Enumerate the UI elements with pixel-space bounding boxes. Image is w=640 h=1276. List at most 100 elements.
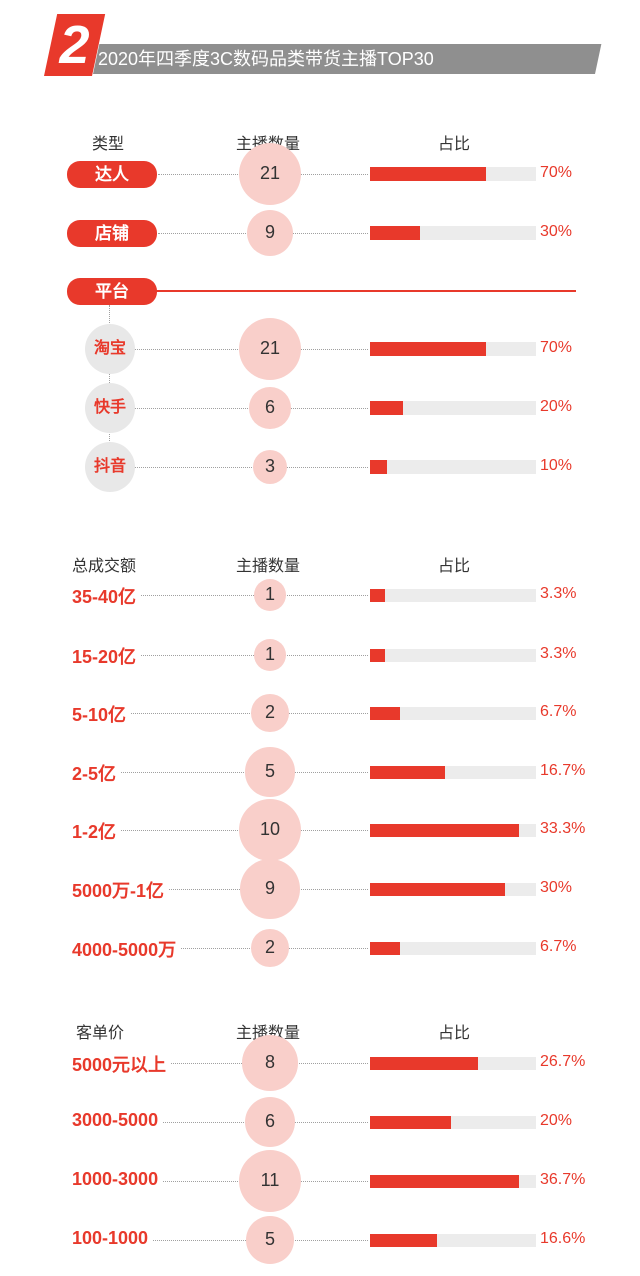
bar-track <box>370 1233 536 1247</box>
count-value: 8 <box>264 1052 275 1072</box>
percent-label: 70% <box>540 339 573 356</box>
count-circle <box>246 1216 294 1264</box>
bar-track <box>370 226 536 240</box>
leader-dots <box>74 713 368 714</box>
platform-divider-line <box>150 290 576 292</box>
percent-label: 16.7% <box>540 762 586 779</box>
gmv-label: 5000万-1亿 <box>72 877 169 903</box>
leader-dots <box>74 889 368 890</box>
price-label: 1000-3000 <box>72 1169 163 1190</box>
bar <box>370 401 404 415</box>
column-header-category: 客单价 <box>76 1025 125 1042</box>
percent-label: 70% <box>540 164 573 181</box>
count-value: 3 <box>264 456 275 476</box>
column-header-share: 占比 <box>438 136 471 153</box>
leader-dots <box>74 655 368 656</box>
bar <box>370 1056 479 1070</box>
bar <box>370 1174 519 1188</box>
percent-label: 10% <box>540 457 573 474</box>
bar <box>370 882 505 896</box>
bar-track <box>370 1174 536 1188</box>
percent-label: 3.3% <box>540 645 577 662</box>
platform-circle: 淘宝 <box>85 324 135 374</box>
count-circle <box>246 209 294 257</box>
gmv-label: 15-20亿 <box>72 643 141 669</box>
bar-track <box>370 706 536 720</box>
percent-label: 33.3% <box>540 820 586 837</box>
count-value: 6 <box>264 1111 275 1131</box>
bar-track <box>370 765 536 779</box>
column-header-share: 占比 <box>438 558 471 575</box>
column-header-category: 类型 <box>92 136 125 153</box>
count-value: 21 <box>259 338 281 358</box>
type-pill: 达人 <box>67 161 157 188</box>
price-label: 3000-5000 <box>72 1110 163 1131</box>
platform-circle: 抖音 <box>85 442 135 492</box>
percent-label: 20% <box>540 398 573 415</box>
count-circle <box>251 929 289 967</box>
section-number-badge: 2 <box>44 14 106 76</box>
leader-dots <box>74 772 368 773</box>
bar-track <box>370 1056 536 1070</box>
gmv-label: 5-10亿 <box>72 701 131 727</box>
percent-label: 6.7% <box>540 703 577 720</box>
leader-dots <box>74 1181 368 1182</box>
count-circle <box>254 579 286 611</box>
percent-label: 3.3% <box>540 585 577 602</box>
count-circle <box>249 387 291 429</box>
count-value: 2 <box>264 937 275 957</box>
bar <box>370 342 487 356</box>
bar-track <box>370 588 536 602</box>
count-circle <box>244 1096 296 1148</box>
column-header-category: 总成交额 <box>72 558 137 575</box>
bar <box>370 823 520 837</box>
header: 2020年四季度3C数码品类带货主播TOP30 2 <box>0 0 640 90</box>
count-value: 10 <box>259 819 281 839</box>
bar <box>370 167 487 181</box>
count-value: 21 <box>259 163 281 183</box>
count-circle <box>242 1035 298 1091</box>
bar <box>370 588 385 602</box>
bar-track <box>370 823 536 837</box>
gmv-label: 2-5亿 <box>72 760 121 786</box>
count-value: 9 <box>264 878 275 898</box>
count-circle <box>239 143 301 205</box>
count-circle <box>239 318 301 380</box>
bar-track <box>370 460 536 474</box>
count-circle <box>239 799 301 861</box>
percent-label: 16.6% <box>540 1230 586 1247</box>
percent-label: 30% <box>540 879 573 896</box>
bar <box>370 460 387 474</box>
leader-dots <box>74 1240 368 1241</box>
price-label: 100-1000 <box>72 1228 153 1249</box>
bar-track <box>370 401 536 415</box>
type-pill: 店铺 <box>67 220 157 247</box>
bar-track <box>370 648 536 662</box>
count-circle <box>245 747 295 797</box>
bar <box>370 1115 451 1129</box>
platform-circle: 快手 <box>85 383 135 433</box>
bar <box>370 226 420 240</box>
leader-dots <box>74 948 368 949</box>
count-circle <box>251 694 289 732</box>
bar-track <box>370 941 536 955</box>
gmv-label: 35-40亿 <box>72 583 141 609</box>
count-value: 1 <box>264 584 275 604</box>
leader-dots <box>74 830 368 831</box>
percent-label: 6.7% <box>540 938 577 955</box>
leader-dots <box>74 1063 368 1064</box>
leader-dots <box>134 467 368 468</box>
section-number: 2 <box>59 15 90 75</box>
percent-label: 26.7% <box>540 1053 586 1070</box>
platform-pill: 平台 <box>67 278 157 305</box>
column-header-count: 主播数量 <box>236 558 301 575</box>
gmv-label: 1-2亿 <box>72 818 121 844</box>
count-value: 2 <box>264 702 275 722</box>
leader-dots <box>74 595 368 596</box>
percent-label: 30% <box>540 223 573 240</box>
column-header-share: 占比 <box>438 1025 471 1042</box>
count-value: 6 <box>264 397 275 417</box>
page-title: 2020年四季度3C数码品类带货主播TOP30 <box>98 49 434 69</box>
bar-track <box>370 882 536 896</box>
count-circle <box>239 1150 301 1212</box>
